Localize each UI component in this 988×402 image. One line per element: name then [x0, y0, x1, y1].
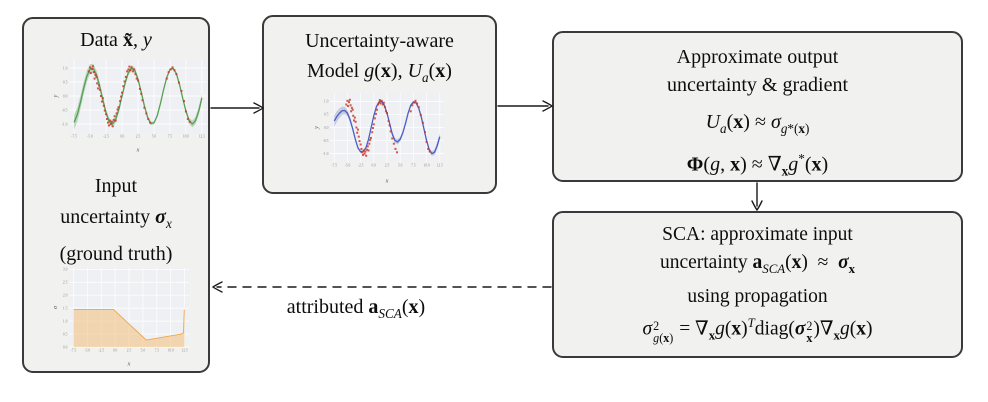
svg-text:2.5: 2.5: [127, 349, 132, 353]
model-title-line-2: Model g(x), Ua(x): [307, 60, 452, 85]
svg-text:-1.0: -1.0: [62, 122, 68, 126]
svg-text:0.0: 0.0: [113, 349, 118, 353]
svg-text:1.0: 1.0: [324, 100, 329, 104]
svg-text:-7.5: -7.5: [71, 349, 77, 353]
sigma-plot: -7.5 -5.0 -2.5 0.0 2.5 5.0 7.5 10.0 12.5 0.0 0.5 1.…: [52, 268, 189, 368]
approx-equation-1: Ua(x) ≈ σg*(x): [705, 111, 810, 136]
svg-text:x: x: [127, 361, 131, 368]
arrow-data-to-model: [210, 102, 265, 114]
caption-line-input: Input: [94, 175, 138, 197]
svg-text:0.5: 0.5: [324, 113, 329, 117]
svg-text:2.5: 2.5: [385, 164, 390, 168]
svg-text:-5.0: -5.0: [84, 349, 90, 353]
svg-text:x: x: [385, 178, 389, 185]
svg-text:0.5: 0.5: [63, 332, 68, 336]
svg-text:2.5: 2.5: [63, 281, 68, 285]
approx-title-line-1: Approximate output: [676, 46, 839, 68]
arrow-approx-to-sca: [751, 182, 763, 212]
svg-text:3.0: 3.0: [63, 268, 68, 272]
box-approx-equations: Ua(x) ≈ σg*(x) Φ(g, x) ≈ ∇xg*(x): [554, 107, 961, 187]
svg-text:-5.0: -5.0: [87, 135, 93, 139]
svg-text:0.0: 0.0: [63, 345, 68, 349]
sca-line-3: using propagation: [687, 285, 828, 307]
svg-text:5.0: 5.0: [141, 349, 146, 353]
svg-text:-1.0: -1.0: [323, 152, 329, 156]
svg-text:1.0: 1.0: [63, 319, 68, 323]
svg-text:2.0: 2.0: [63, 293, 68, 297]
svg-text:7.5: 7.5: [168, 135, 173, 139]
svg-text:5.0: 5.0: [398, 164, 403, 168]
box-data-caption: Input uncertainty σx (ground truth): [24, 171, 208, 270]
box-sca-lines: SCA: approximate input uncertainty aSCA(…: [554, 221, 961, 350]
attributed-label: attributed aSCA(x): [286, 296, 426, 321]
model-title-line-1: Uncertainty-aware: [305, 30, 454, 52]
sca-line-4: σ 2 g(x) = ∇xg(x)Tdiag(σ 2 x)∇xg(x): [642, 316, 873, 346]
box-sca: SCA: approximate input uncertainty aSCA(…: [552, 211, 963, 358]
sca-line-1: SCA: approximate input: [662, 224, 853, 245]
approx-equation-2: Φ(g, x) ≈ ∇xg*(x): [686, 151, 829, 179]
svg-text:0.0: 0.0: [120, 135, 125, 139]
model-plot: -7.5 -5.0 -2.5 0.0 2.5 5.0 7.5 10.0 12.5 -1.0 -0.5…: [313, 93, 444, 185]
svg-text:5.0: 5.0: [152, 135, 157, 139]
svg-text:7.5: 7.5: [155, 349, 160, 353]
svg-text:-7.5: -7.5: [331, 164, 337, 168]
svg-text:0.0: 0.0: [63, 94, 68, 98]
svg-text:x: x: [136, 147, 140, 154]
svg-text:-0.5: -0.5: [323, 139, 329, 143]
box-data-title: Data x̃, y: [80, 29, 152, 51]
svg-text:1.5: 1.5: [63, 306, 68, 310]
box-data: Data x̃, y -7.5 -5.0 -2.5 0.0 2.5 5.0 7.5 10.0 1…: [22, 17, 210, 373]
svg-text:-7.5: -7.5: [71, 135, 77, 139]
svg-text:12.5: 12.5: [437, 164, 443, 168]
caption-line-ground-truth: (ground truth): [59, 243, 173, 265]
svg-text:0.0: 0.0: [372, 164, 377, 168]
arrow-model-to-approx: [497, 100, 554, 112]
svg-text:2.5: 2.5: [136, 135, 141, 139]
svg-text:0.5: 0.5: [63, 80, 68, 84]
box-approx-title: Approximate output uncertainty & gradien…: [554, 43, 961, 99]
box-model-title: Uncertainty-aware Model g(x), Ua(x): [264, 26, 495, 93]
svg-text:7.5: 7.5: [411, 164, 416, 168]
svg-text:12.5: 12.5: [199, 135, 205, 139]
arrow-sca-to-data: [211, 281, 552, 293]
svg-text:0.0: 0.0: [324, 126, 329, 130]
box-model: Uncertainty-aware Model g(x), Ua(x) -7.5…: [262, 15, 497, 194]
sca-line-2: uncertainty aSCA(x) ≈ σx: [659, 251, 856, 276]
box-approx: Approximate output uncertainty & gradien…: [552, 31, 963, 182]
svg-text:-5.0: -5.0: [345, 164, 351, 168]
svg-text:-0.5: -0.5: [62, 108, 68, 112]
data-plot: -7.5 -5.0 -2.5 0.0 2.5 5.0 7.5 10.0 12.5 -1.0 -0.5…: [52, 59, 207, 154]
svg-text:12.5: 12.5: [181, 349, 187, 353]
svg-text:y: y: [313, 126, 320, 130]
approx-title-line-2: uncertainty & gradient: [666, 74, 849, 96]
svg-text:-2.5: -2.5: [103, 135, 109, 139]
svg-text:1.0: 1.0: [63, 66, 68, 70]
svg-text:-2.5: -2.5: [98, 349, 104, 353]
svg-text:y: y: [52, 94, 59, 98]
svg-text:-2.5: -2.5: [358, 164, 364, 168]
svg-text:10.0: 10.0: [168, 349, 174, 353]
svg-text:10.0: 10.0: [423, 164, 429, 168]
svg-text:σ: σ: [52, 305, 59, 309]
svg-text:10.0: 10.0: [183, 135, 189, 139]
caption-line-uncertainty: uncertainty σx: [60, 206, 172, 231]
